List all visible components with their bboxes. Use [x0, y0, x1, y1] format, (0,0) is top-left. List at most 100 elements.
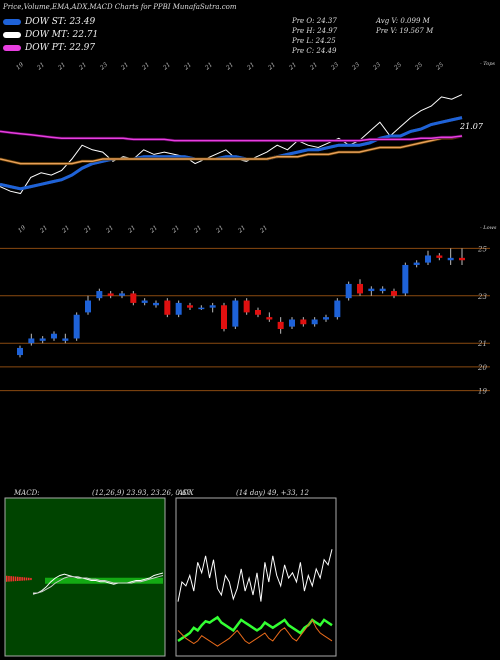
chart-title: Price,Volume,EMA,ADX,MACD Charts for PPB…	[3, 3, 237, 11]
price-axis-tick-label: 23	[477, 293, 487, 301]
macd-histogram-bar	[21, 577, 23, 581]
prev-open: Pre O: 24.37	[292, 17, 337, 25]
legend-swatch-magenta	[3, 45, 21, 51]
candle-top-tick-label: 21	[104, 224, 115, 235]
macd-histogram-bar	[8, 575, 10, 582]
macd-line-signal	[33, 575, 164, 594]
macd-histogram-bar	[25, 577, 28, 581]
candle-body	[413, 262, 420, 265]
price-axis-tick-label: 25	[477, 245, 487, 253]
candle-body	[345, 283, 352, 299]
macd-histogram-bar	[30, 577, 32, 581]
legend-dow-st: DOW ST: 23.49	[3, 16, 95, 28]
macd-histogram-bar	[23, 577, 26, 581]
ema-series-price	[0, 94, 463, 195]
candle-body	[266, 317, 273, 320]
prev-volume: Pre V: 19.567 M	[376, 27, 434, 35]
ema-top-tick-label: 25	[392, 61, 403, 72]
macd-histogram-bar	[12, 576, 15, 582]
ema-top-tick-label: 21	[119, 61, 130, 72]
macd-histogram-bar	[28, 577, 30, 581]
candle-body	[277, 321, 284, 329]
candle-body	[221, 305, 227, 329]
candle-body	[459, 257, 465, 261]
candle-body	[425, 255, 431, 263]
candle-body	[357, 283, 363, 294]
ema-value-label: 21.07	[460, 122, 483, 131]
legend-dow-pt: DOW PT: 22.97	[3, 42, 95, 54]
candle-body	[130, 293, 137, 303]
candle-body	[175, 302, 182, 315]
macd-histogram-bar	[6, 575, 8, 582]
candle-top-tick-label: 21	[192, 224, 203, 235]
candle-body	[39, 338, 46, 341]
macd-label: MACD:	[14, 489, 40, 497]
candle-body	[96, 291, 103, 299]
ema-top-tick-label: 21	[287, 61, 298, 72]
ema-top-tick-label: 21	[140, 61, 151, 72]
macd-line-macd	[32, 572, 164, 595]
candle-top-tick-label: 21	[38, 224, 49, 235]
candle-body	[402, 264, 409, 294]
candle-body	[73, 314, 80, 339]
ema-series-ema-short	[0, 116, 463, 191]
ema-top-tick-label: 19	[15, 61, 25, 71]
candle-body	[107, 293, 114, 296]
legend-swatch-white	[3, 32, 21, 38]
candle-top-tick-label: 21	[258, 224, 269, 235]
prev-high: Pre H: 24.97	[292, 27, 338, 35]
ema-top-tick-label: 21	[182, 61, 193, 72]
candle-top-tick-label: 21	[60, 224, 71, 235]
ema-top-tick-label: 25	[413, 61, 424, 72]
prev-close: Pre C: 24.49	[292, 47, 337, 55]
tops-axis-label: - Tops	[480, 61, 496, 67]
candle-body	[232, 300, 239, 327]
adx-label: ADX	[178, 489, 194, 497]
ema-series-ema-long	[0, 130, 463, 142]
ema-top-tick-label: 21	[203, 61, 214, 72]
candle-body	[300, 319, 307, 325]
candle-body	[62, 338, 69, 341]
avg-volume: Avg V: 0.099 M	[376, 17, 430, 25]
candle-body	[243, 300, 250, 313]
candle-top-tick-label: 21	[236, 224, 247, 235]
adx-line-di	[177, 549, 333, 602]
ema-top-tick-label: 21	[77, 61, 88, 72]
macd-panel-bg	[4, 497, 166, 657]
legend-dow-mt: DOW MT: 22.71	[3, 29, 98, 41]
candle-body	[436, 255, 443, 258]
candle-body	[368, 288, 375, 292]
price-axis-tick-label: 21	[477, 340, 487, 348]
ema-top-tick-label: 25	[434, 61, 445, 72]
adx-values: (14 day) 49, +33, 12	[236, 489, 309, 497]
candle-body	[198, 307, 205, 310]
legend-label-dow-mt: DOW MT: 22.71	[25, 30, 99, 40]
adx-line-di	[177, 618, 333, 647]
candle-top-tick-label: 21	[126, 224, 137, 235]
candle-top-tick-label: 21	[148, 224, 159, 235]
candle-top-tick-label: 19	[17, 224, 27, 234]
ema-top-tick-label: 21	[308, 61, 319, 72]
ema-top-tick-label: 21	[56, 61, 67, 72]
ema-top-tick-label: 21	[266, 61, 277, 72]
candle-body	[209, 305, 216, 308]
candle-body	[164, 300, 171, 315]
candle-body	[153, 302, 159, 306]
ema-top-tick-label: 21	[161, 61, 172, 72]
candle-body	[311, 319, 318, 325]
macd-histogram-bar	[10, 576, 12, 582]
macd-histogram-bar	[17, 576, 19, 581]
candle-body	[334, 300, 341, 318]
ema-top-tick-label: 23	[371, 61, 382, 72]
ema-top-tick-label: 21	[35, 61, 46, 72]
price-axis-tick-label: 19	[478, 388, 487, 396]
legend-swatch-blue	[3, 19, 21, 25]
legend-label-dow-st: DOW ST: 23.49	[25, 17, 96, 27]
candle-top-tick-label: 21	[214, 224, 225, 235]
candle-body	[447, 257, 454, 261]
candle-body	[391, 291, 397, 296]
prev-low: Pre L: 24.25	[292, 37, 336, 45]
ema-top-tick-label: 23	[329, 61, 340, 72]
ema-series-ema-mid	[0, 135, 463, 165]
